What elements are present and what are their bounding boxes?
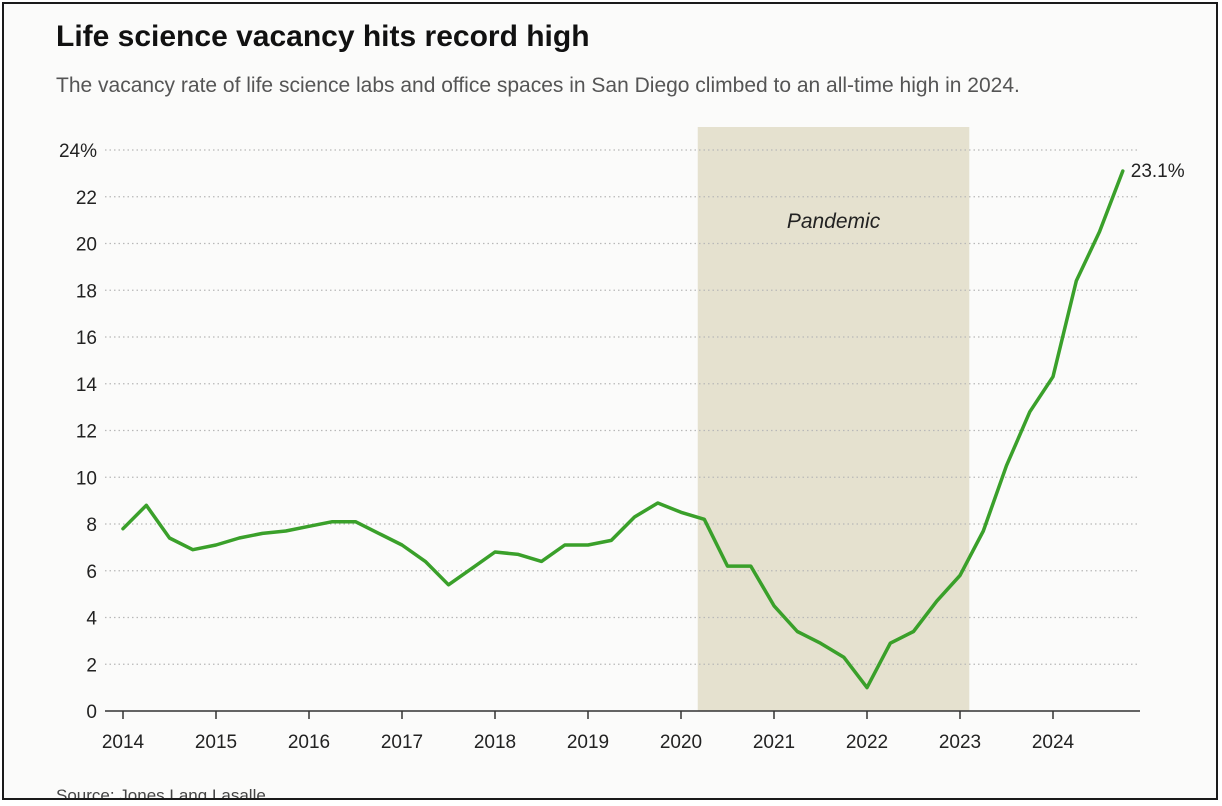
data-point	[795, 629, 799, 633]
data-point	[865, 685, 869, 689]
data-point	[493, 550, 497, 554]
x-tick-label: 2018	[474, 732, 516, 753]
data-point	[423, 559, 427, 563]
data-point	[679, 510, 683, 514]
data-point	[353, 519, 357, 523]
data-point	[888, 641, 892, 645]
y-tick-label: 0	[86, 702, 97, 723]
data-point	[1004, 463, 1008, 467]
data-point	[214, 543, 218, 547]
pandemic-band-label: Pandemic	[787, 210, 881, 233]
y-tick-label: 10	[76, 468, 97, 489]
pandemic-band-layer	[697, 127, 970, 711]
x-tick-label: 2019	[567, 732, 609, 753]
y-tick-label: 18	[76, 281, 97, 302]
data-point	[656, 501, 660, 505]
data-point	[1074, 279, 1078, 283]
y-tick-label: 14	[76, 375, 98, 396]
x-tick-label: 2015	[195, 732, 237, 753]
x-tick-label: 2022	[846, 732, 888, 753]
data-point	[725, 564, 729, 568]
data-point	[563, 543, 567, 547]
series-layer	[121, 169, 1125, 690]
data-point	[260, 531, 264, 535]
y-tick-label: 4	[86, 609, 97, 630]
x-tick-label: 2020	[660, 732, 702, 753]
data-point	[1121, 169, 1125, 173]
y-tick-label: 8	[86, 515, 97, 536]
data-point	[330, 519, 334, 523]
pandemic-band	[697, 127, 970, 711]
data-point	[958, 573, 962, 577]
x-tick-label: 2016	[288, 732, 330, 753]
y-tick-label: 6	[86, 562, 97, 583]
data-point	[981, 529, 985, 533]
data-point	[935, 599, 939, 603]
x-tick-label: 2014	[102, 732, 145, 753]
y-tick-label: 24%	[59, 141, 97, 162]
data-point	[586, 543, 590, 547]
y-tick-label: 16	[76, 328, 97, 349]
x-tick-label: 2023	[939, 732, 981, 753]
y-tick-label: 22	[76, 188, 97, 209]
data-point	[144, 503, 148, 507]
data-point	[446, 583, 450, 587]
chart-subtitle: The vacancy rate of life science labs an…	[56, 74, 1020, 97]
y-tick-label: 12	[76, 422, 97, 443]
end-value-label: 23.1%	[1131, 161, 1185, 182]
data-point	[702, 517, 706, 521]
data-point	[237, 536, 241, 540]
axes	[105, 710, 1140, 719]
data-point	[609, 538, 613, 542]
data-point	[911, 629, 915, 633]
data-point	[818, 641, 822, 645]
data-point	[516, 552, 520, 556]
data-point	[842, 655, 846, 659]
data-point	[539, 559, 543, 563]
gridlines	[105, 149, 1140, 665]
data-point	[121, 526, 125, 530]
data-point	[749, 564, 753, 568]
chart-title: Life science vacancy hits record high	[56, 20, 590, 53]
data-point	[307, 524, 311, 528]
data-point	[772, 604, 776, 608]
data-point	[632, 515, 636, 519]
y-tick-label: 2	[86, 655, 97, 676]
data-point	[377, 531, 381, 535]
data-point	[284, 529, 288, 533]
data-point	[400, 543, 404, 547]
data-point	[1051, 375, 1055, 379]
data-point	[167, 536, 171, 540]
y-tick-label: 20	[76, 235, 97, 256]
x-tick-label: 2017	[381, 732, 423, 753]
data-point	[1097, 230, 1101, 234]
x-tick-label: 2021	[753, 732, 795, 753]
data-point	[1028, 410, 1032, 414]
data-point	[470, 566, 474, 570]
source-note: Source: Jones Lang Lasalle	[56, 786, 266, 800]
x-tick-label: 2024	[1032, 732, 1075, 753]
data-point	[191, 548, 195, 552]
vacancy-rate-line	[121, 169, 1125, 690]
